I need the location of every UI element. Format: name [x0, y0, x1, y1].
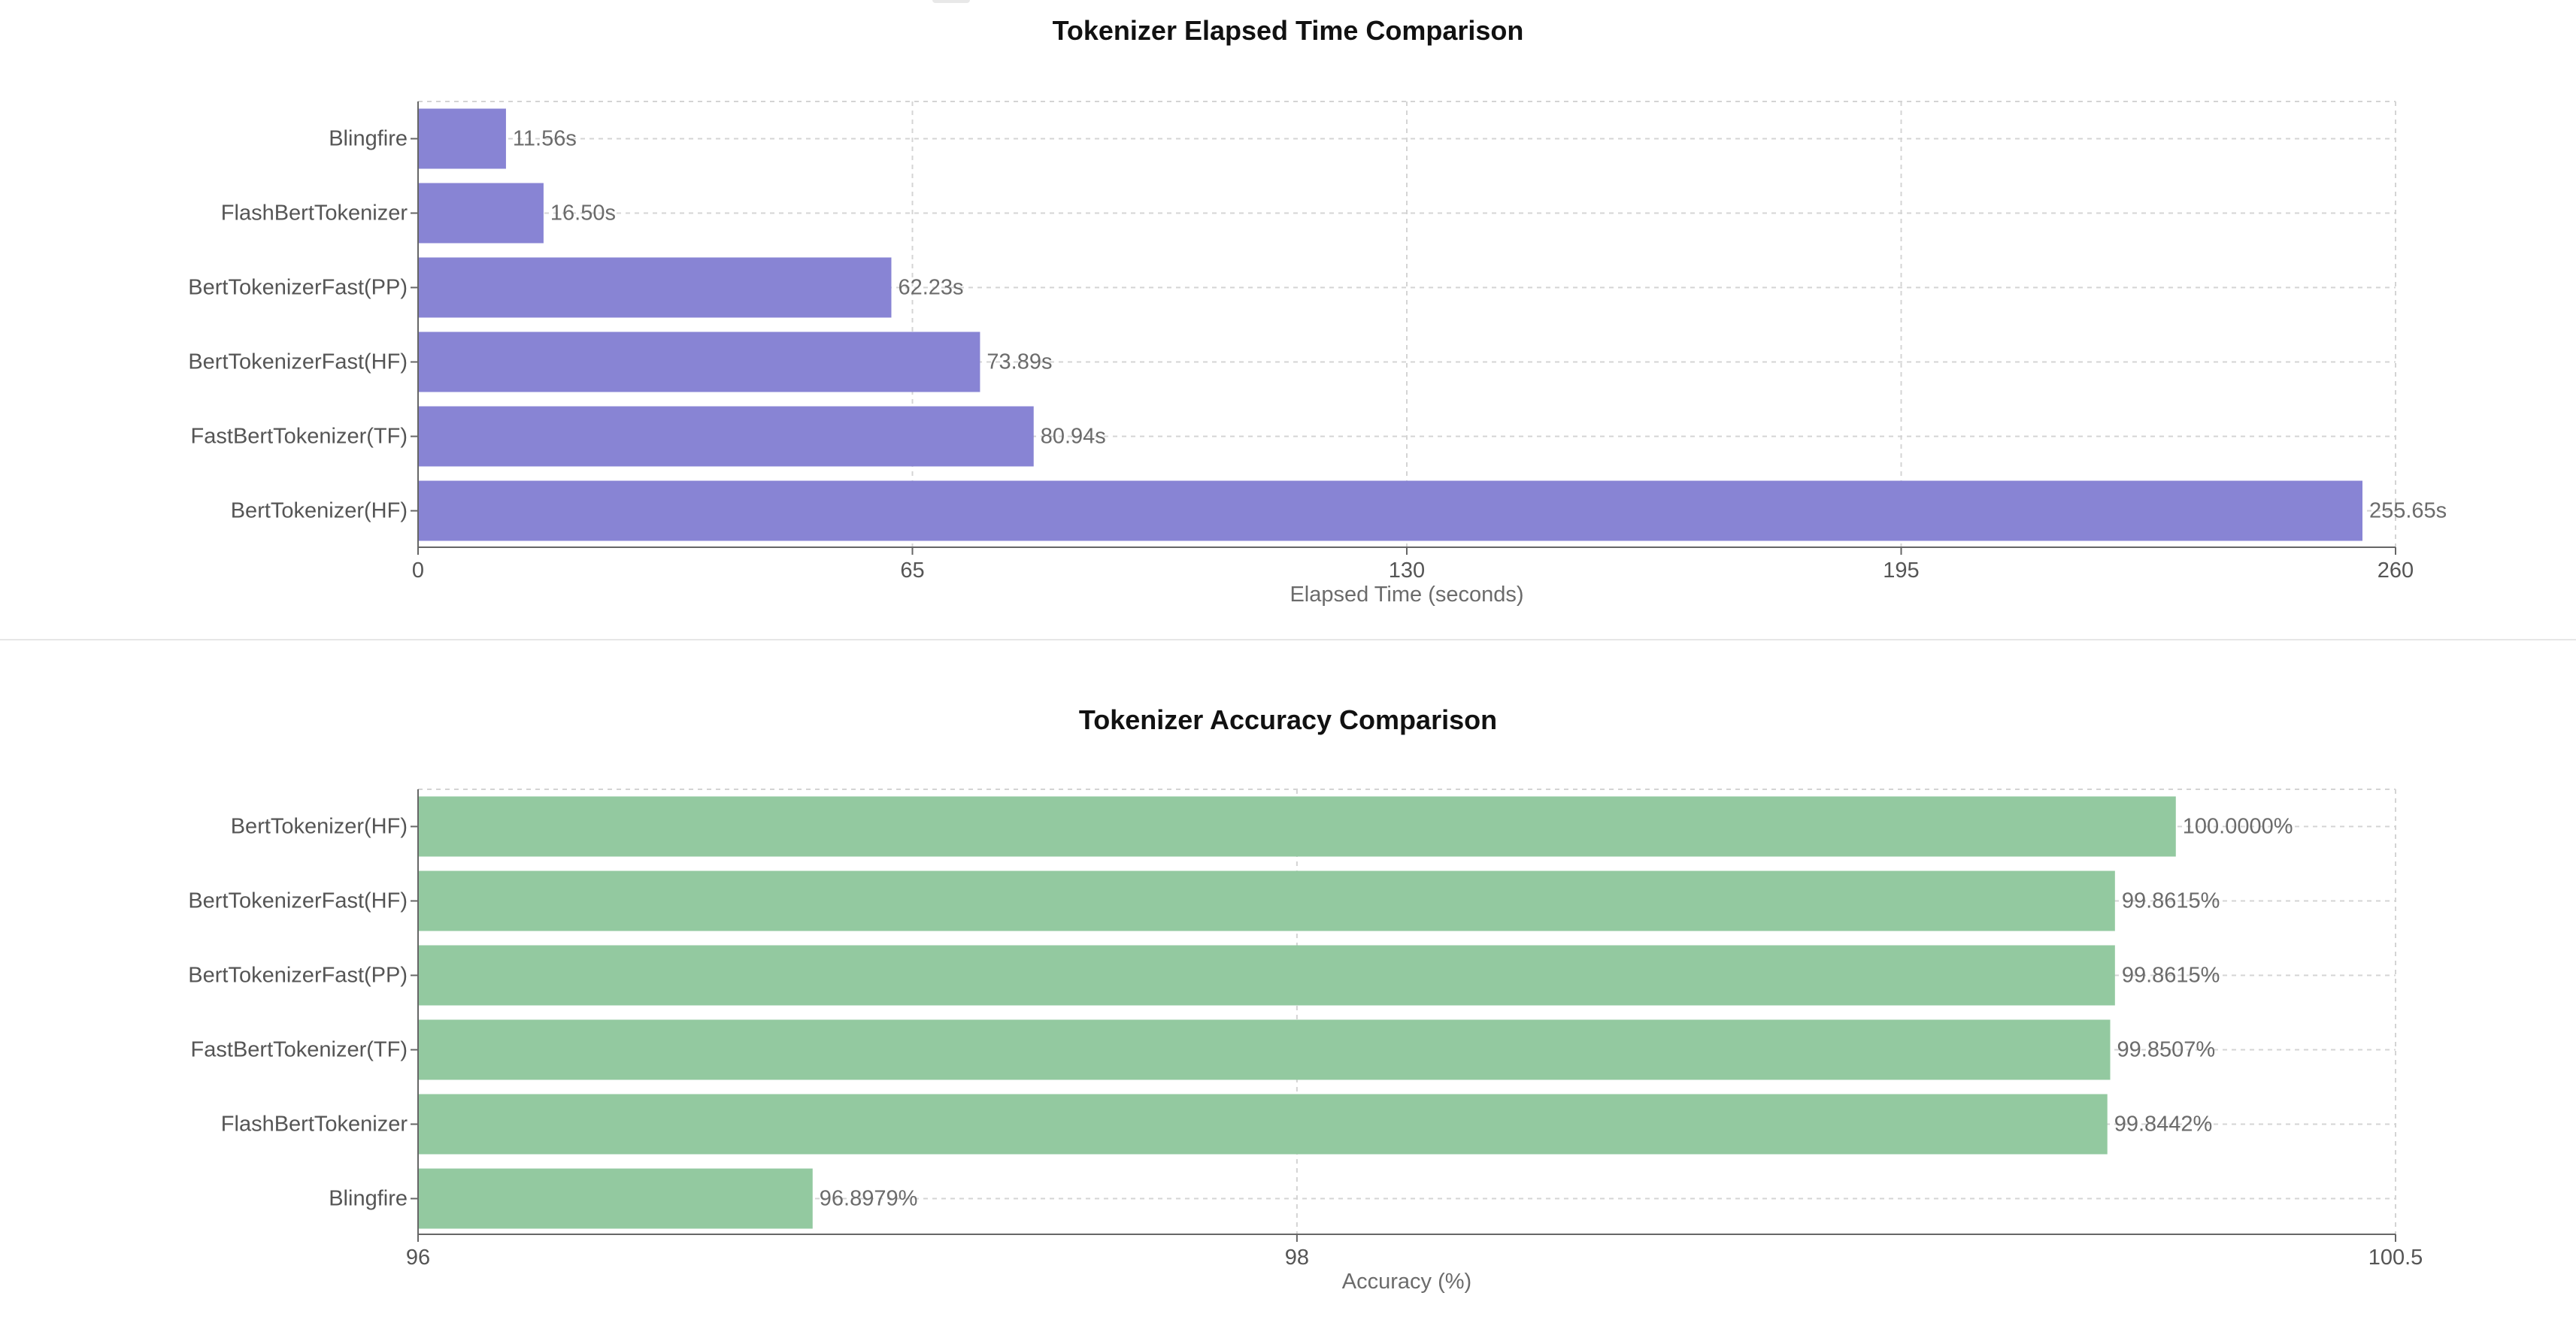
- elapsed-value-label: 11.56s: [513, 127, 577, 151]
- elapsed-bar: [418, 406, 1034, 467]
- accuracy-bar: [418, 870, 2115, 931]
- accuracy-chart-title: Tokenizer Accuracy Comparison: [1078, 704, 1498, 735]
- elapsed-value-label: 80.94s: [1041, 425, 1106, 449]
- elapsed-time-chart: Blingfire 11.56s FlashBertTokenizer 16.50s B…: [188, 101, 2447, 607]
- elapsed-bar: [418, 183, 544, 244]
- accuracy-bar: [418, 796, 2176, 857]
- accuracy-bar: [418, 1019, 2111, 1080]
- elapsed-category-label: BertTokenizer(HF): [231, 499, 408, 523]
- elapsed-value-label: 62.23s: [898, 276, 963, 300]
- accuracy-value-label: 100.0000%: [2183, 815, 2293, 839]
- elapsed-xtick-label: 130: [1389, 559, 1425, 583]
- accuracy-xtick-label: 100.5: [2368, 1246, 2423, 1270]
- elapsed-category-label: Blingfire: [329, 127, 408, 151]
- accuracy-x-axis-title: Accuracy (%): [1342, 1270, 1471, 1294]
- accuracy-value-label: 96.8979%: [820, 1187, 918, 1211]
- accuracy-chart-panel: Tokenizer Accuracy Comparison BertTokeni…: [0, 640, 2576, 1323]
- accuracy-bar: [418, 945, 2115, 1006]
- accuracy-category-label: BertTokenizerFast(HF): [188, 889, 408, 913]
- accuracy-category-label: BertTokenizerFast(PP): [188, 964, 408, 988]
- accuracy-bar: [418, 1094, 2108, 1155]
- window-handle: [932, 0, 970, 3]
- elapsed-xtick-label: 195: [1883, 559, 1919, 583]
- accuracy-value-label: 99.8615%: [2122, 964, 2220, 988]
- elapsed-time-chart-panel: Tokenizer Elapsed Time Comparison Blingf…: [0, 0, 2576, 639]
- elapsed-bar: [418, 108, 506, 169]
- accuracy-category-label: Blingfire: [329, 1187, 408, 1211]
- accuracy-value-label: 99.8507%: [2117, 1038, 2216, 1062]
- accuracy-xtick-label: 96: [406, 1246, 430, 1270]
- elapsed-xtick-label: 260: [2377, 559, 2414, 583]
- elapsed-xtick-label: 65: [900, 559, 924, 583]
- accuracy-category-label: FlashBertTokenizer: [221, 1113, 408, 1137]
- accuracy-xtick-label: 98: [1285, 1246, 1309, 1270]
- accuracy-value-label: 99.8615%: [2122, 889, 2220, 913]
- elapsed-category-label: FlashBertTokenizer: [221, 201, 408, 226]
- elapsed-value-label: 16.50s: [550, 201, 616, 226]
- elapsed-value-label: 73.89s: [986, 350, 1052, 374]
- elapsed-bar: [418, 257, 892, 318]
- accuracy-chart: BertTokenizer(HF) 100.0000% BertTokenizerF…: [188, 789, 2423, 1294]
- elapsed-x-axis-title: Elapsed Time (seconds): [1290, 583, 1523, 607]
- elapsed-bar: [418, 332, 980, 392]
- accuracy-value-label: 99.8442%: [2114, 1113, 2213, 1137]
- elapsed-bar: [418, 480, 2362, 541]
- accuracy-bar: [418, 1168, 813, 1229]
- elapsed-category-label: BertTokenizerFast(HF): [188, 350, 408, 374]
- elapsed-category-label: BertTokenizerFast(PP): [188, 276, 408, 300]
- accuracy-category-label: FastBertTokenizer(TF): [191, 1038, 408, 1062]
- accuracy-category-label: BertTokenizer(HF): [231, 815, 408, 839]
- elapsed-xtick-label: 0: [412, 559, 424, 583]
- elapsed-time-chart-title: Tokenizer Elapsed Time Comparison: [1052, 15, 1524, 46]
- chart-divider: [0, 639, 2576, 640]
- elapsed-value-label: 255.65s: [2369, 499, 2447, 523]
- elapsed-category-label: FastBertTokenizer(TF): [191, 425, 408, 449]
